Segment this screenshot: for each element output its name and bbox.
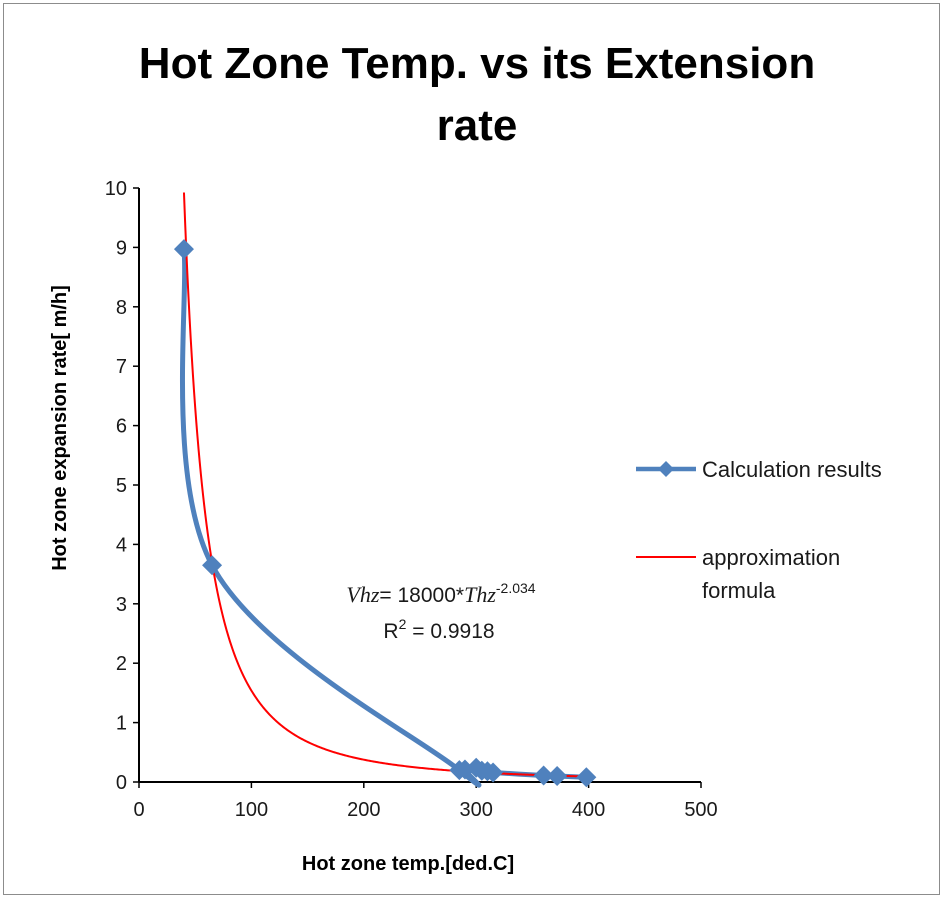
legend-label-calculation-results: Calculation results xyxy=(702,457,882,482)
r-squared-number: = 0.9918 xyxy=(406,620,494,643)
x-axis-label: Hot zone temp.[ded.C] xyxy=(302,853,514,875)
equation-coefficient: = 18000* xyxy=(379,584,464,607)
chart-title-line-2: rate xyxy=(437,101,518,150)
x-tick-label: 400 xyxy=(572,799,605,821)
legend: Calculation results approximation formula xyxy=(636,457,882,603)
data-point-marker xyxy=(173,239,194,260)
x-axis-ticks: 0 100 200 300 400 500 xyxy=(133,782,718,821)
series-line-calculation-results xyxy=(179,248,587,788)
y-tick-label: 0 xyxy=(116,772,127,794)
x-tick-label: 200 xyxy=(347,799,380,821)
y-tick-label: 9 xyxy=(116,237,127,259)
data-point-marker xyxy=(576,767,597,788)
chart-frame: Hot Zone Temp. vs its Extension rate 0 1 2… xyxy=(3,3,940,895)
r-squared-label: R xyxy=(383,620,398,643)
y-axis-ticks: 0 1 2 3 4 5 6 7 8 9 10 xyxy=(105,178,139,794)
equation-exponent: -2.034 xyxy=(496,580,536,596)
legend-label-approximation-formula: approximation formula xyxy=(702,545,840,603)
y-tick-label: 10 xyxy=(105,178,127,200)
data-point-marker xyxy=(202,555,223,576)
x-tick-label: 300 xyxy=(460,799,493,821)
y-axis-label: Hot zone expansion rate[ m/h] xyxy=(49,285,71,571)
legend-item-calculation-results: Calculation results xyxy=(636,457,882,482)
r-squared-superscript: 2 xyxy=(399,616,407,632)
r-squared-value: R2 = 0.9918 xyxy=(383,616,494,643)
legend-diamond-marker xyxy=(658,461,674,477)
equation-variable-thz: Thz xyxy=(464,582,496,607)
series-line-approximation-formula xyxy=(182,192,589,778)
equation-variable-vhz: Vhz xyxy=(346,582,379,607)
chart-title-line-1: Hot Zone Temp. vs its Extension xyxy=(139,39,815,88)
legend-label-line-2: formula xyxy=(702,578,776,603)
x-tick-label: 100 xyxy=(235,799,268,821)
data-point-marker xyxy=(483,762,504,783)
y-tick-label: 3 xyxy=(116,594,127,616)
data-point-marker xyxy=(547,766,568,787)
y-tick-label: 2 xyxy=(116,653,127,675)
y-tick-label: 4 xyxy=(116,534,127,556)
legend-label-line-1: approximation xyxy=(702,545,840,570)
y-tick-label: 5 xyxy=(116,475,127,497)
x-tick-label: 500 xyxy=(684,799,717,821)
y-tick-label: 8 xyxy=(116,297,127,319)
trendline-equation: Vhz= 18000*Thz-2.034 xyxy=(346,580,535,607)
plot-area xyxy=(173,192,597,788)
trendline-annotation: Vhz= 18000*Thz-2.034 R2 = 0.9918 xyxy=(346,580,535,643)
x-tick-label: 0 xyxy=(133,799,144,821)
chart-svg: Hot Zone Temp. vs its Extension rate 0 1 2… xyxy=(49,39,882,875)
y-tick-label: 1 xyxy=(116,713,127,735)
legend-item-approximation-formula: approximation formula xyxy=(636,545,840,603)
y-tick-label: 7 xyxy=(116,356,127,378)
data-point-marker xyxy=(533,765,554,786)
y-tick-label: 6 xyxy=(116,416,127,438)
